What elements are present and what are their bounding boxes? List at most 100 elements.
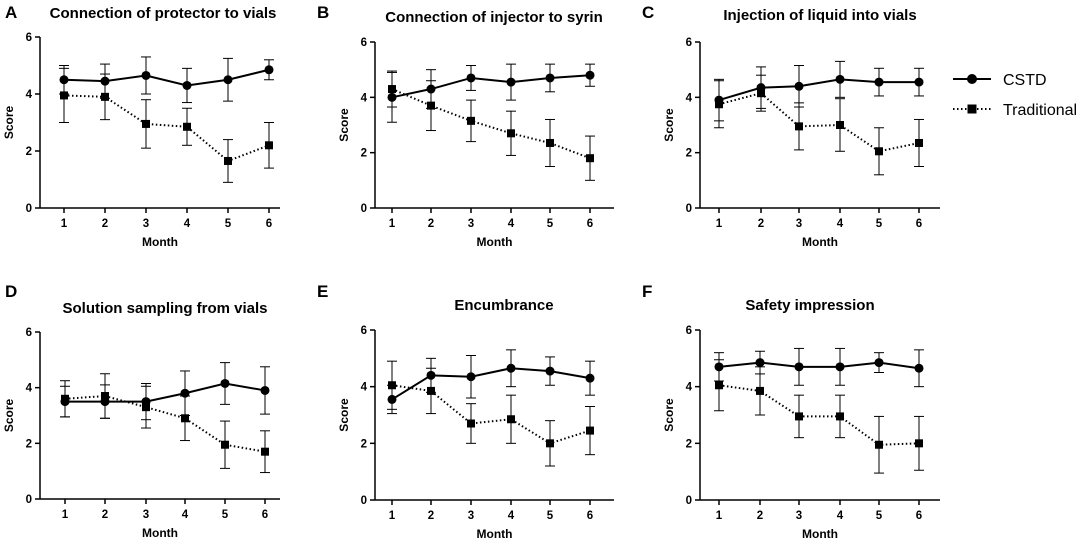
data-point-traditional	[875, 147, 883, 156]
series-traditional	[60, 373, 270, 474]
data-point-cstd	[835, 362, 845, 372]
panels: A Connection of protector to vials 0 2 4 6 1 2 3…	[2, 3, 940, 541]
x-tick-label: 2	[428, 218, 434, 230]
data-point-cstd	[545, 73, 555, 83]
chart-title: Solution sampling from vials	[62, 300, 267, 317]
x-tick-label: 4	[508, 510, 515, 522]
panel-b: B Connection of injector to syrin 0 2 4 6 1 2 3 4…	[317, 3, 614, 249]
data-point-traditional	[715, 381, 723, 390]
y-tick-label: 4	[361, 382, 368, 394]
data-point-traditional	[836, 412, 844, 421]
data-point-cstd	[100, 76, 110, 86]
series-traditional	[59, 67, 274, 183]
data-point-cstd	[506, 77, 516, 87]
data-point-cstd	[835, 74, 845, 84]
series-line-traditional	[64, 395, 266, 453]
series-cstd	[714, 347, 924, 388]
data-point-traditional	[183, 122, 191, 131]
y-tick-label: 4	[26, 383, 33, 395]
y-tick-label: 6	[361, 37, 367, 49]
data-point-cstd	[874, 77, 884, 87]
data-point-cstd	[387, 394, 397, 404]
data-point-traditional	[265, 141, 273, 150]
x-tick-label: 1	[716, 510, 723, 522]
y-axis-label: Score	[662, 108, 676, 142]
chart-title: Connection of injector to syrin	[385, 9, 603, 26]
y-axis-label: Score	[337, 108, 351, 142]
data-point-traditional	[546, 439, 554, 448]
x-tick-label: 5	[547, 218, 554, 230]
x-tick-label: 1	[61, 218, 68, 230]
y-tick-label: 6	[26, 327, 32, 339]
series-cstd	[387, 63, 595, 123]
data-point-cstd	[59, 75, 69, 85]
data-point-traditional	[507, 129, 515, 138]
y-axis-label: Score	[2, 106, 16, 140]
data-point-traditional	[915, 138, 923, 147]
data-point-traditional	[181, 414, 189, 423]
data-point-cstd	[180, 388, 190, 398]
x-tick-label: 5	[876, 510, 883, 522]
x-tick-label: 3	[468, 510, 474, 522]
data-point-cstd	[714, 362, 724, 372]
data-point-cstd	[585, 70, 595, 80]
x-axis-label: Month	[802, 527, 838, 541]
x-tick-label: 2	[102, 218, 108, 230]
series-line-cstd	[391, 367, 591, 401]
data-point-traditional	[467, 116, 475, 125]
data-point-cstd	[264, 65, 274, 75]
x-tick-label: 2	[102, 509, 108, 521]
x-tick-label: 6	[916, 218, 922, 230]
x-axis-label: Month	[142, 235, 178, 249]
data-point-traditional	[60, 91, 68, 100]
data-point-traditional	[586, 154, 594, 163]
data-point-traditional	[795, 412, 803, 421]
data-point-traditional	[224, 156, 232, 165]
panel-letter: C	[642, 3, 654, 22]
series-line-traditional	[391, 88, 591, 160]
series-line-traditional	[391, 384, 591, 445]
panel-c: C Injection of liquid into vials 0 2 4 6 1 2 3 4 5…	[642, 3, 940, 249]
data-point-traditional	[221, 440, 229, 449]
panel-letter: E	[317, 282, 328, 301]
y-tick-label: 0	[361, 495, 367, 507]
y-tick-label: 0	[361, 203, 367, 215]
y-tick-label: 2	[26, 438, 32, 450]
x-axis-label: Month	[477, 235, 513, 249]
x-tick-label: 2	[428, 510, 434, 522]
data-point-cstd	[223, 75, 233, 85]
data-point-traditional	[795, 122, 803, 131]
series-line-cstd	[718, 78, 919, 102]
y-tick-label: 6	[361, 325, 367, 337]
data-point-cstd	[755, 358, 765, 368]
chart-title: Encumbrance	[454, 297, 553, 314]
x-tick-label: 2	[758, 218, 764, 230]
series-line-traditional	[718, 92, 920, 153]
x-tick-label: 3	[143, 509, 149, 521]
data-point-cstd	[260, 385, 270, 395]
x-tick-label: 5	[876, 218, 883, 230]
data-point-cstd	[60, 397, 70, 407]
y-tick-label: 2	[686, 438, 692, 450]
y-tick-label: 2	[361, 148, 367, 160]
y-tick-label: 4	[686, 92, 693, 104]
y-tick-label: 2	[686, 148, 692, 160]
panel-a: A Connection of protector to vials 0 2 4 6 1 2 3…	[2, 3, 280, 249]
y-tick-label: 6	[686, 37, 692, 49]
chart-title: Safety impression	[745, 297, 874, 314]
series-cstd	[60, 362, 270, 421]
x-tick-label: 4	[508, 218, 515, 230]
data-point-traditional	[836, 121, 844, 129]
panel-letter: D	[5, 282, 17, 301]
x-tick-label: 1	[62, 509, 69, 521]
data-point-cstd	[756, 83, 766, 93]
x-tick-label: 4	[182, 509, 189, 521]
series-traditional	[387, 70, 595, 181]
y-tick-label: 0	[26, 494, 32, 506]
data-point-cstd	[794, 362, 804, 372]
data-point-traditional	[915, 439, 923, 448]
data-point-cstd	[141, 397, 151, 407]
data-point-traditional	[507, 415, 515, 424]
data-point-cstd	[545, 366, 555, 376]
data-point-traditional	[756, 386, 764, 395]
